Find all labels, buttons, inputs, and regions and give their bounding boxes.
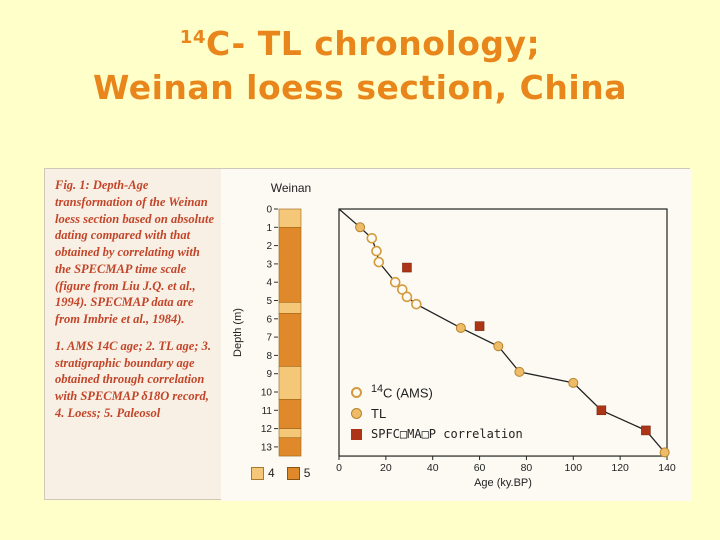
- depth-age-chart: 0 1 2 3 4 5 6 7 8 9 10 11 12 13 0 20 40 60 80 100 120 140 Dept…: [221, 169, 691, 501]
- loess-legend-label: 4: [268, 466, 275, 480]
- legend-label-specmap: SPFC□MA□P correlation: [371, 427, 523, 441]
- svg-text:120: 120: [611, 462, 629, 474]
- legend-item-c14: 14C (AMS): [351, 383, 523, 401]
- svg-text:Age (ky.BP): Age (ky.BP): [474, 477, 532, 489]
- svg-text:6: 6: [266, 314, 272, 325]
- svg-text:0: 0: [336, 462, 342, 474]
- paleosol-legend-label: 5: [303, 466, 311, 480]
- caption-paragraph-1: Fig. 1: Depth-Age transformation of the …: [55, 178, 215, 326]
- filled-circle-icon: [351, 407, 362, 419]
- svg-text:60: 60: [474, 462, 486, 474]
- strat-legend: 4 5: [251, 466, 310, 480]
- svg-text:0: 0: [266, 205, 272, 216]
- legend-c14-superscript: 14: [371, 383, 384, 396]
- title-line-1-text: C- TL chronology;: [206, 24, 541, 63]
- slide-title: 14C- TL chronology; Weinan loess section…: [0, 22, 720, 109]
- title-line-2: Weinan loess section, China: [93, 67, 627, 107]
- svg-text:8: 8: [266, 351, 272, 362]
- filled-square-icon: [351, 428, 362, 440]
- svg-text:7: 7: [266, 333, 272, 344]
- svg-text:11: 11: [262, 406, 273, 417]
- loess-swatch: [251, 466, 264, 480]
- svg-text:40: 40: [427, 462, 439, 474]
- svg-text:3: 3: [266, 259, 272, 270]
- svg-text:100: 100: [565, 462, 583, 474]
- svg-text:1: 1: [266, 223, 272, 234]
- chart-legend: 14C (AMS) TL SPFC□MA□P correlation: [351, 383, 523, 446]
- legend-label-c14: 14C (AMS): [371, 383, 433, 400]
- svg-text:9: 9: [266, 369, 272, 380]
- figure-panel: Fig. 1: Depth-Age transformation of the …: [44, 168, 691, 501]
- caption-paragraph-2: 1. AMS 14C age; 2. TL age; 3. stratigrap…: [55, 338, 212, 420]
- svg-text:5: 5: [266, 296, 272, 307]
- figure-caption: Fig. 1: Depth-Age transformation of the …: [45, 169, 221, 499]
- column-title: Weinan: [270, 181, 312, 195]
- svg-text:4: 4: [266, 278, 272, 289]
- title-superscript: 14: [179, 27, 207, 48]
- svg-text:10: 10: [261, 388, 273, 399]
- svg-text:13: 13: [261, 442, 273, 453]
- legend-c14-text: C (AMS): [383, 385, 433, 401]
- svg-text:140: 140: [658, 462, 676, 474]
- svg-text:20: 20: [380, 462, 392, 474]
- svg-text:2: 2: [266, 241, 272, 252]
- title-line-1: 14C- TL chronology;: [0, 22, 720, 66]
- svg-text:12: 12: [261, 424, 273, 435]
- svg-text:Depth (m): Depth (m): [232, 308, 244, 357]
- paleosol-swatch: [286, 466, 300, 480]
- legend-label-tl: TL: [371, 405, 387, 421]
- open-circle-icon: [351, 386, 362, 398]
- legend-item-specmap: SPFC□MA□P correlation: [351, 425, 523, 443]
- legend-item-tl: TL: [351, 404, 523, 422]
- svg-text:80: 80: [521, 462, 533, 474]
